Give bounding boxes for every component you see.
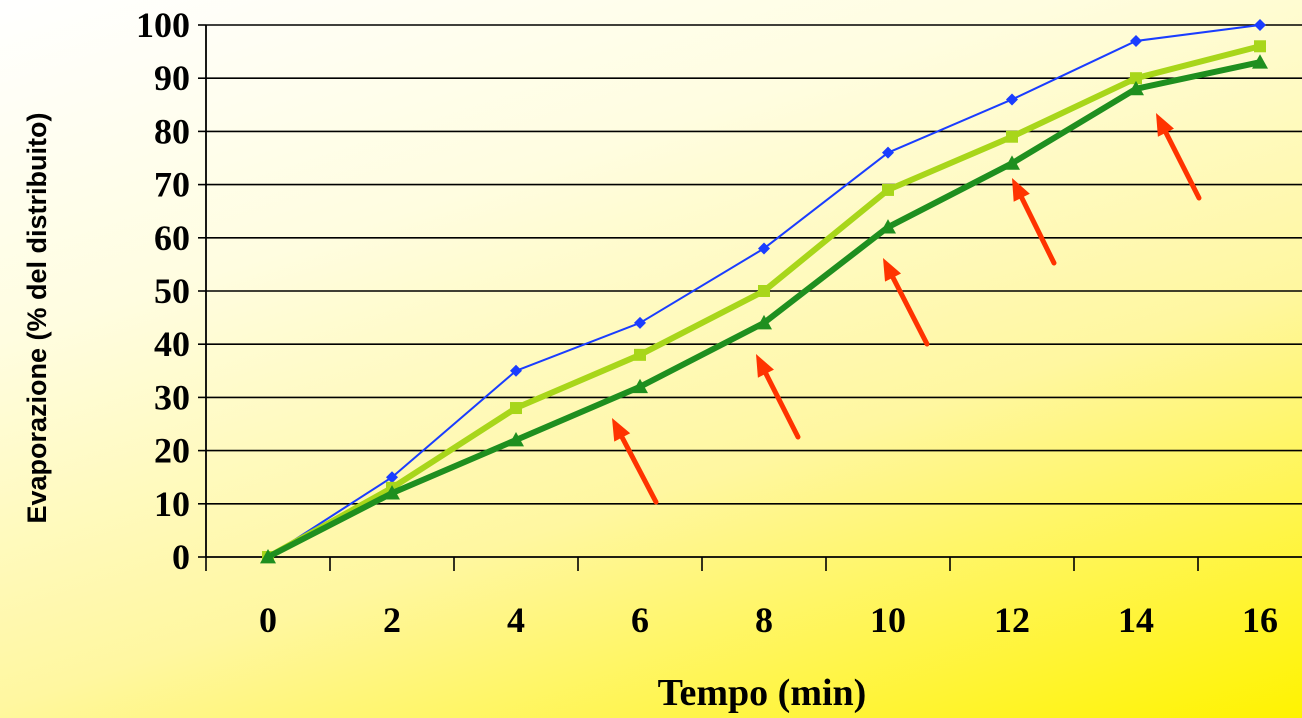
data-point [1004,155,1020,170]
series-lines [260,19,1268,564]
data-point [260,549,276,564]
x-tick-label: 6 [631,600,649,640]
series-line [266,59,1261,560]
data-point [758,242,770,255]
y-tick-label: 70 [154,165,190,205]
y-tick-label: 90 [154,58,190,98]
x-tick-labels: 0 2 4 6 8 10 12 14 16 [259,600,1278,640]
y-tick-label: 0 [172,537,190,577]
annotation-arrow-shaft [763,371,801,440]
annotation-arrow-head [1012,178,1030,202]
y-tick-label: 20 [154,431,190,471]
data-point [1006,93,1018,106]
x-axis-label: Tempo (min) [658,672,867,714]
y-tick-labels: 0 10 20 30 40 50 60 70 80 90 100 [136,5,190,577]
data-point [882,183,894,196]
y-tick-label: 60 [154,218,190,258]
data-point [632,378,648,394]
annotation-arrow-head [1156,113,1174,137]
y-tick-label: 100 [136,5,190,45]
y-tick-label: 80 [154,111,190,151]
x-tick-label: 8 [755,600,773,640]
annotation-arrow-shaft [1163,130,1202,201]
data-point [386,471,398,484]
y-tick-label: 10 [154,484,190,524]
data-point [634,348,646,361]
data-point [1006,130,1018,143]
y-tick-label: 50 [154,271,190,311]
x-tick-label: 16 [1242,600,1278,640]
data-point [1130,72,1142,85]
data-point [384,485,400,500]
data-point [1254,40,1266,53]
data-point [756,314,772,330]
annotation-arrow-shaft [1019,195,1057,266]
data-point [882,146,894,159]
data-point [510,364,522,377]
x-tick-label: 4 [507,600,525,640]
data-point [508,431,524,447]
x-tick-label: 0 [259,600,277,640]
y-tick-label: 40 [154,324,190,364]
data-point [758,285,770,297]
annotation-arrow-head [883,258,902,282]
y-axis-label: Evaporazione (% del distribuito) [22,112,52,523]
annotation-arrow-shaft [890,275,930,347]
x-tick-label: 14 [1118,600,1154,640]
x-tick-label: 2 [383,600,401,640]
annotation-arrow-head [756,354,774,378]
annotation-arrows [612,113,1202,505]
grid-lines [206,24,1302,505]
data-point [1128,80,1144,96]
data-point [1130,34,1142,47]
annotation-arrow-shaft [619,434,659,505]
data-point [634,316,646,329]
annotation-arrow-head [612,418,631,442]
x-tick-label: 12 [994,600,1030,640]
y-tick-label: 30 [154,377,190,417]
data-point [1254,19,1266,31]
x-tick-label: 10 [870,600,906,640]
data-point [880,219,896,234]
data-point [1252,54,1268,69]
axes [198,24,1302,571]
data-point [510,402,522,415]
